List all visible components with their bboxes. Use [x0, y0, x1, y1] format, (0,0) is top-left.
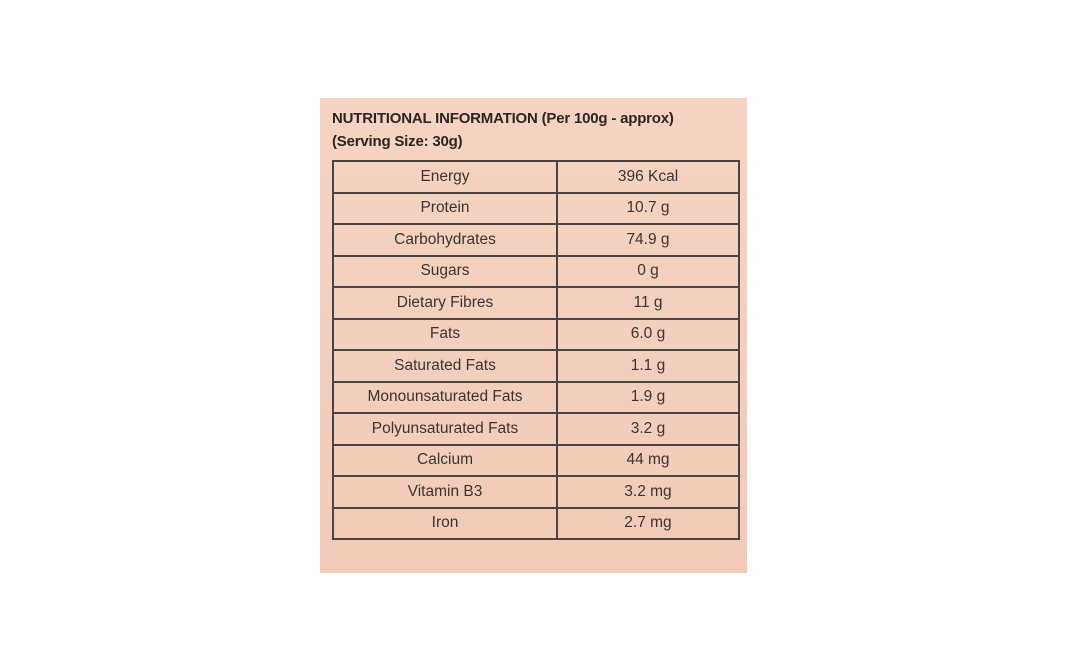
nutrient-name: Calcium	[332, 443, 558, 477]
nutrient-name: Polyunsaturated Fats	[332, 412, 558, 446]
nutrient-value: 1.1 g	[556, 349, 740, 383]
table-row: Carbohydrates 74.9 g	[332, 223, 740, 257]
nutrient-name: Saturated Fats	[332, 349, 558, 383]
nutrient-value: 3.2 mg	[556, 475, 740, 509]
nutrient-value: 44 mg	[556, 443, 740, 477]
table-row: Iron 2.7 mg	[332, 506, 740, 540]
nutrition-table: Energy 396 Kcal Protein 10.7 g Carbohydr…	[332, 160, 740, 540]
nutrient-value: 396 Kcal	[556, 160, 740, 194]
nutrient-value: 3.2 g	[556, 412, 740, 446]
nutrient-name: Fats	[332, 317, 558, 351]
nutrient-value: 6.0 g	[556, 317, 740, 351]
table-row: Protein 10.7 g	[332, 191, 740, 225]
label-title: NUTRITIONAL INFORMATION (Per 100g - appr…	[332, 110, 674, 127]
nutrient-value: 0 g	[556, 254, 740, 288]
table-row: Saturated Fats 1.1 g	[332, 349, 740, 383]
table-row: Sugars 0 g	[332, 254, 740, 288]
nutrient-name: Monounsaturated Fats	[332, 380, 558, 414]
table-row: Dietary Fibres 11 g	[332, 286, 740, 320]
table-row: Calcium 44 mg	[332, 443, 740, 477]
nutrient-name: Vitamin B3	[332, 475, 558, 509]
table-row: Fats 6.0 g	[332, 317, 740, 351]
label-heading: NUTRITIONAL INFORMATION (Per 100g - appr…	[332, 107, 742, 153]
nutrient-value: 11 g	[556, 286, 740, 320]
nutrition-label: NUTRITIONAL INFORMATION (Per 100g - appr…	[320, 98, 747, 573]
nutrient-value: 74.9 g	[556, 223, 740, 257]
serving-size: (Serving Size: 30g)	[332, 133, 463, 150]
nutrient-name: Iron	[332, 506, 558, 540]
table-row: Vitamin B3 3.2 mg	[332, 475, 740, 509]
nutrient-value: 2.7 mg	[556, 506, 740, 540]
table-row: Energy 396 Kcal	[332, 160, 740, 194]
nutrient-name: Dietary Fibres	[332, 286, 558, 320]
nutrient-name: Protein	[332, 191, 558, 225]
nutrient-value: 1.9 g	[556, 380, 740, 414]
nutrient-name: Carbohydrates	[332, 223, 558, 257]
table-row: Polyunsaturated Fats 3.2 g	[332, 412, 740, 446]
nutrient-name: Sugars	[332, 254, 558, 288]
nutrient-name: Energy	[332, 160, 558, 194]
table-row: Monounsaturated Fats 1.9 g	[332, 380, 740, 414]
nutrient-value: 10.7 g	[556, 191, 740, 225]
